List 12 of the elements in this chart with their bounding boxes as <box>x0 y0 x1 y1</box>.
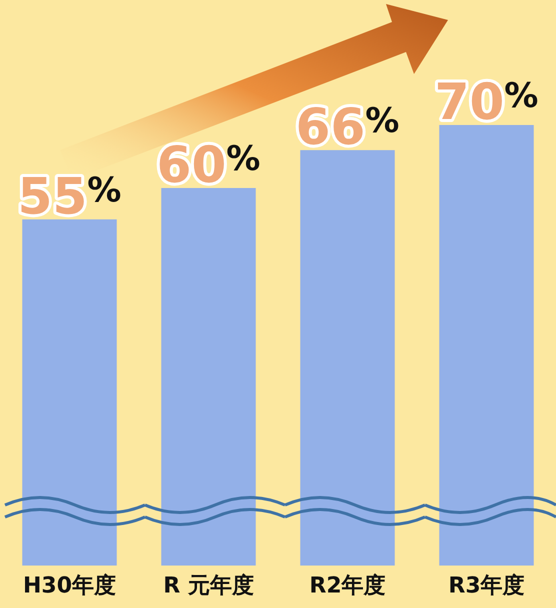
x-tick-label: H30年度 <box>22 572 116 599</box>
bar <box>300 150 395 566</box>
data-label: 55% <box>18 167 122 226</box>
data-label: 66% <box>296 98 400 156</box>
bar <box>161 188 256 566</box>
bar <box>439 125 534 566</box>
data-label: 60% <box>156 136 260 194</box>
x-tick-label: R 元年度 <box>163 572 254 599</box>
x-tick-label: R2年度 <box>309 572 386 599</box>
bar <box>22 219 117 566</box>
x-tick-label: R3年度 <box>448 572 525 599</box>
data-label: 70% <box>434 73 538 131</box>
